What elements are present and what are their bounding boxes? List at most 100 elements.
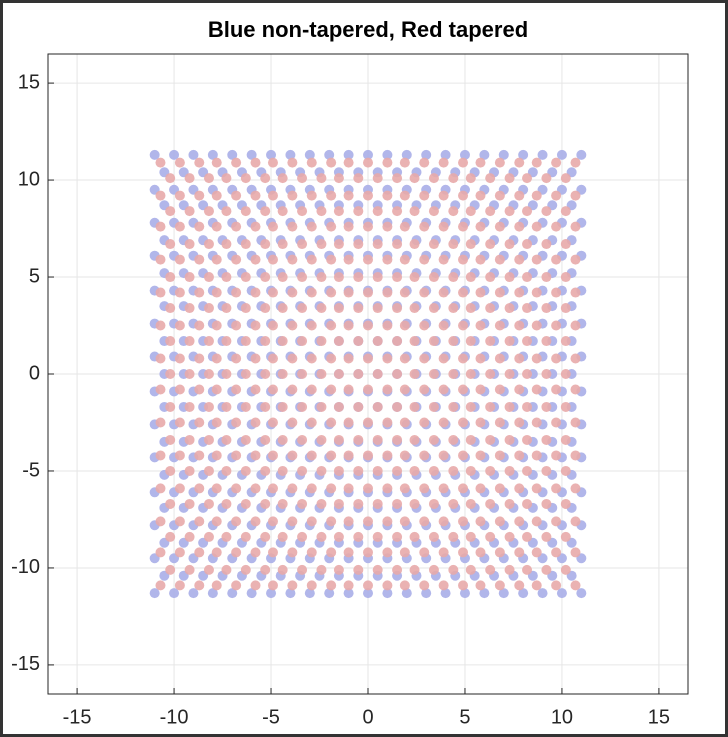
point xyxy=(207,588,218,599)
point xyxy=(541,173,552,184)
point xyxy=(514,157,525,168)
point xyxy=(267,320,278,331)
point xyxy=(203,531,214,542)
point xyxy=(372,369,383,379)
point xyxy=(363,588,373,599)
point xyxy=(504,531,515,542)
point xyxy=(531,417,542,428)
point xyxy=(576,588,587,599)
point xyxy=(504,206,515,217)
point xyxy=(440,149,451,160)
point xyxy=(560,369,571,379)
point xyxy=(260,272,271,283)
point xyxy=(277,369,288,379)
point xyxy=(353,272,364,283)
point xyxy=(184,303,195,314)
marks xyxy=(149,149,587,599)
point xyxy=(221,173,232,184)
point xyxy=(306,254,317,265)
point xyxy=(438,254,449,265)
point xyxy=(211,320,222,331)
point xyxy=(531,254,542,265)
point xyxy=(485,564,496,575)
point xyxy=(267,254,278,265)
point xyxy=(485,434,496,445)
point xyxy=(541,336,552,347)
point xyxy=(165,369,176,379)
point xyxy=(221,531,232,542)
point xyxy=(522,401,533,412)
point xyxy=(438,483,449,494)
point xyxy=(392,564,403,575)
point xyxy=(194,580,205,591)
point xyxy=(165,303,176,314)
point xyxy=(207,149,218,160)
point xyxy=(392,303,403,314)
point xyxy=(459,149,470,160)
point xyxy=(428,272,439,283)
point xyxy=(465,498,476,509)
point xyxy=(570,516,581,527)
point xyxy=(382,254,393,265)
point xyxy=(326,320,337,331)
point xyxy=(551,190,562,201)
point xyxy=(306,221,317,232)
point xyxy=(428,498,439,509)
point xyxy=(155,157,166,168)
point xyxy=(382,547,393,558)
point xyxy=(494,157,505,168)
point xyxy=(277,173,288,184)
point xyxy=(240,369,251,379)
point xyxy=(494,483,505,494)
point xyxy=(353,336,364,347)
point xyxy=(194,547,205,558)
point xyxy=(169,149,180,160)
point xyxy=(372,173,383,184)
point xyxy=(504,401,515,412)
point xyxy=(165,173,176,184)
point xyxy=(475,353,486,364)
point xyxy=(326,547,337,558)
point xyxy=(211,547,222,558)
ticks: -15 -10 -5 0 5 10 15 -15 -10 -5 0 5 10 15 xyxy=(11,71,670,728)
point xyxy=(514,450,525,461)
point xyxy=(240,303,251,314)
point xyxy=(260,434,271,445)
point xyxy=(306,320,317,331)
point xyxy=(184,336,195,347)
point xyxy=(504,173,515,184)
point xyxy=(211,353,222,364)
point xyxy=(485,498,496,509)
point xyxy=(372,303,383,314)
point xyxy=(438,417,449,428)
point xyxy=(266,149,277,160)
point xyxy=(458,516,469,527)
point xyxy=(421,149,432,160)
point xyxy=(260,173,271,184)
point xyxy=(297,498,308,509)
point xyxy=(174,287,185,298)
point xyxy=(560,564,571,575)
point xyxy=(184,401,195,412)
point xyxy=(458,254,469,265)
point xyxy=(504,465,515,476)
point xyxy=(465,401,476,412)
point xyxy=(250,190,261,201)
point xyxy=(409,206,420,217)
point xyxy=(324,149,335,160)
point xyxy=(231,483,242,494)
point xyxy=(522,369,533,379)
point xyxy=(211,221,222,232)
point xyxy=(221,239,232,250)
point xyxy=(316,369,327,379)
point xyxy=(155,353,166,364)
point xyxy=(448,401,459,412)
point xyxy=(287,580,298,591)
point xyxy=(287,254,298,265)
point xyxy=(560,272,571,283)
point xyxy=(165,239,176,250)
point xyxy=(438,384,449,395)
point xyxy=(504,303,515,314)
point xyxy=(514,254,525,265)
point xyxy=(392,272,403,283)
